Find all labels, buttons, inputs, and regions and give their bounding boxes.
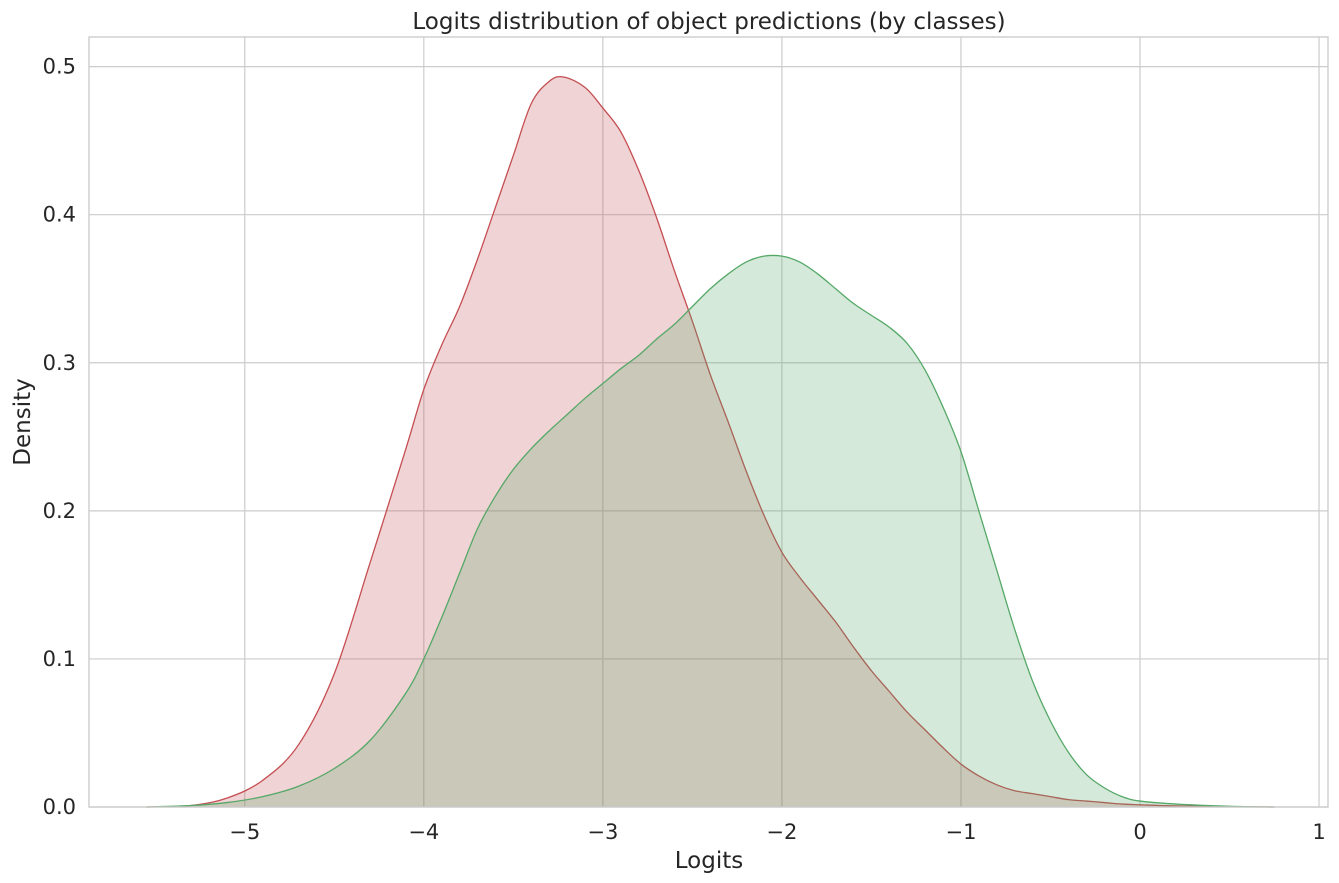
x-tick-label: 1 [1312,820,1325,844]
y-tick-label: 0.2 [43,499,76,523]
x-tick-label: −5 [229,820,260,844]
x-tick-label: −1 [945,820,976,844]
plot-frame [88,36,1329,808]
y-tick-label: 0.1 [43,647,76,671]
y-tick-label: 0.0 [43,795,76,819]
x-axis-ticks: −5 −4 −3 −2 −1 0 1 [229,820,1325,844]
density-line-1 [146,75,1275,808]
y-tick-label: 0.5 [43,55,76,79]
y-axis-label: Density [10,378,36,465]
density-area-1 [146,76,1275,807]
density-area-2 [146,255,1275,808]
y-tick-label: 0.3 [43,351,76,375]
chart-title: Logits distribution of object prediction… [412,9,1005,35]
y-axis-ticks: 0.0 0.1 0.2 0.3 0.4 0.5 [43,55,76,819]
density-series [146,75,1275,808]
x-tick-label: 0 [1133,820,1146,844]
x-axis-label: Logits [675,848,743,874]
x-tick-label: −3 [587,820,618,844]
density-line-2 [146,254,1275,808]
grid [89,37,1328,808]
x-tick-label: −2 [766,820,797,844]
x-tick-label: −4 [408,820,439,844]
y-tick-label: 0.4 [43,203,76,227]
